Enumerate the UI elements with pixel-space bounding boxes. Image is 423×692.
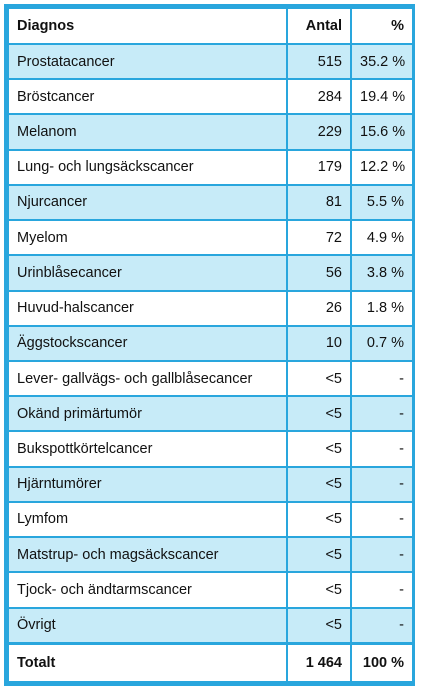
diagnos-cell: Bröstcancer bbox=[7, 78, 288, 116]
antal-cell: 81 bbox=[286, 183, 352, 222]
table-row: Bukspottkörtelcancer <5 - bbox=[7, 430, 414, 468]
percent-cell: - bbox=[350, 465, 414, 503]
table-row: Övrigt <5 - bbox=[7, 606, 414, 645]
antal-cell: <5 bbox=[286, 465, 352, 503]
percent-cell: 19.4 % bbox=[350, 78, 414, 116]
diagnos-cell: Lung- och lungsäckscancer bbox=[7, 148, 288, 186]
diagnos-cell: Melanom bbox=[7, 113, 288, 151]
table-row: Tjock- och ändtarmscancer <5 - bbox=[7, 571, 414, 609]
diagnos-cell: Njurcancer bbox=[7, 183, 288, 222]
antal-cell: 515 bbox=[286, 42, 352, 81]
antal-cell: 72 bbox=[286, 219, 352, 257]
table-row: Prostatacancer 515 35.2 % bbox=[7, 42, 414, 81]
diagnos-cell: Lymfom bbox=[7, 500, 288, 539]
table-row: Lever- gallvägs- och gallblåsecancer <5 … bbox=[7, 359, 414, 398]
percent-cell: - bbox=[350, 571, 414, 609]
diagnos-cell: Okänd primärtumör bbox=[7, 395, 288, 433]
table-row: Melanom 229 15.6 % bbox=[7, 113, 414, 151]
antal-cell: <5 bbox=[286, 536, 352, 574]
total-antal: 1 464 bbox=[286, 641, 352, 683]
antal-cell: <5 bbox=[286, 500, 352, 539]
table-row: Lung- och lungsäckscancer 179 12.2 % bbox=[7, 148, 414, 186]
table-row: Bröstcancer 284 19.4 % bbox=[7, 78, 414, 116]
diagnos-cell: Tjock- och ändtarmscancer bbox=[7, 571, 288, 609]
percent-cell: 35.2 % bbox=[350, 42, 414, 81]
percent-cell: 3.8 % bbox=[350, 254, 414, 292]
header-antal: Antal bbox=[286, 7, 352, 45]
percent-cell: - bbox=[350, 606, 414, 645]
antal-cell: <5 bbox=[286, 606, 352, 645]
diagnos-cell: Hjärntumörer bbox=[7, 465, 288, 503]
diagnos-cell: Matstrup- och magsäckscancer bbox=[7, 536, 288, 574]
diagnos-cell: Prostatacancer bbox=[7, 42, 288, 81]
antal-cell: 26 bbox=[286, 289, 352, 327]
percent-cell: - bbox=[350, 395, 414, 433]
total-row: Totalt 1 464 100 % bbox=[7, 641, 414, 683]
antal-cell: 10 bbox=[286, 324, 352, 362]
table-row: Urinblåsecancer 56 3.8 % bbox=[7, 254, 414, 292]
percent-cell: - bbox=[350, 500, 414, 539]
table-row: Matstrup- och magsäckscancer <5 - bbox=[7, 536, 414, 574]
diagnos-cell: Bukspottkörtelcancer bbox=[7, 430, 288, 468]
antal-cell: 179 bbox=[286, 148, 352, 186]
diagnosis-table-container: Diagnos Antal % Prostatacancer 515 35.2 … bbox=[4, 4, 415, 686]
percent-cell: 5.5 % bbox=[350, 183, 414, 222]
percent-cell: - bbox=[350, 359, 414, 398]
table-row: Huvud-halscancer 26 1.8 % bbox=[7, 289, 414, 327]
antal-cell: 229 bbox=[286, 113, 352, 151]
header-diagnos: Diagnos bbox=[7, 7, 288, 45]
header-percent: % bbox=[350, 7, 414, 45]
table-row: Lymfom <5 - bbox=[7, 500, 414, 539]
table-header-row: Diagnos Antal % bbox=[7, 7, 414, 45]
diagnos-cell: Huvud-halscancer bbox=[7, 289, 288, 327]
antal-cell: 284 bbox=[286, 78, 352, 116]
antal-cell: <5 bbox=[286, 359, 352, 398]
diagnos-cell: Äggstockscancer bbox=[7, 324, 288, 362]
diagnos-cell: Lever- gallvägs- och gallblåsecancer bbox=[7, 359, 288, 398]
antal-cell: 56 bbox=[286, 254, 352, 292]
table-row: Okänd primärtumör <5 - bbox=[7, 395, 414, 433]
total-percent: 100 % bbox=[350, 641, 414, 683]
diagnos-cell: Myelom bbox=[7, 219, 288, 257]
table-row: Äggstockscancer 10 0.7 % bbox=[7, 324, 414, 362]
antal-cell: <5 bbox=[286, 395, 352, 433]
table-row: Myelom 72 4.9 % bbox=[7, 219, 414, 257]
percent-cell: 4.9 % bbox=[350, 219, 414, 257]
antal-cell: <5 bbox=[286, 571, 352, 609]
percent-cell: - bbox=[350, 536, 414, 574]
percent-cell: 1.8 % bbox=[350, 289, 414, 327]
diagnos-cell: Urinblåsecancer bbox=[7, 254, 288, 292]
percent-cell: 12.2 % bbox=[350, 148, 414, 186]
diagnos-cell: Övrigt bbox=[7, 606, 288, 645]
percent-cell: - bbox=[350, 430, 414, 468]
table-row: Njurcancer 81 5.5 % bbox=[7, 183, 414, 222]
diagnosis-table: Diagnos Antal % Prostatacancer 515 35.2 … bbox=[7, 7, 414, 683]
table-row: Hjärntumörer <5 - bbox=[7, 465, 414, 503]
antal-cell: <5 bbox=[286, 430, 352, 468]
percent-cell: 15.6 % bbox=[350, 113, 414, 151]
percent-cell: 0.7 % bbox=[350, 324, 414, 362]
total-label: Totalt bbox=[7, 641, 288, 683]
